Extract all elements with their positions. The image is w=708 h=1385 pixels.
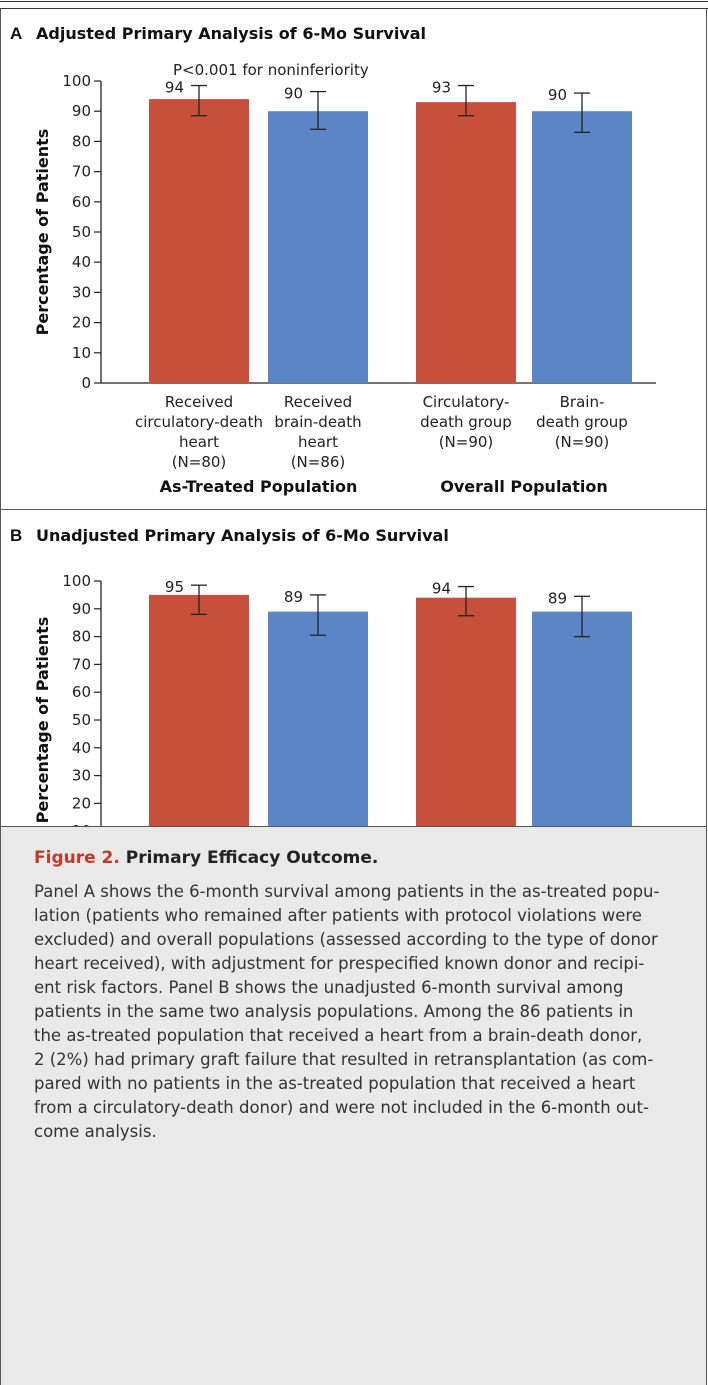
y-tick-label: 80 (72, 628, 91, 646)
category-label: Brain- (560, 393, 605, 411)
caption-line: 2 (2%) had primary graft failure that re… (34, 1050, 654, 1069)
top-rule-inner (0, 8, 708, 9)
caption-line: pared with no patients in the as-treated… (34, 1074, 636, 1093)
bar-value-label: 90 (284, 85, 303, 103)
significance-annotation: P<0.001 for noninferiority (173, 61, 369, 79)
figure-label: Figure 2. (34, 848, 120, 868)
y-tick-label: 30 (72, 283, 91, 301)
caption-line: come analysis. (34, 1122, 157, 1141)
y-tick-label: 20 (72, 794, 91, 812)
category-label: heart (179, 433, 219, 451)
y-tick-label: 20 (72, 314, 91, 332)
y-tick-label: 30 (72, 767, 91, 785)
bar-value-label: 95 (165, 578, 184, 596)
caption-line: lation (patients who remained after pati… (34, 906, 642, 925)
panel-a-chart: A Adjusted Primary Analysis of 6-Mo Survi… (10, 24, 656, 496)
caption-line: heart received), with adjustment for pre… (34, 954, 645, 973)
bar (149, 594, 249, 826)
bar (268, 611, 368, 826)
y-tick-label: 90 (72, 102, 91, 120)
top-rule (0, 1, 708, 2)
category-label: Received (165, 393, 233, 411)
y-tick-label: 60 (72, 683, 91, 701)
panel-a: A Adjusted Primary Analysis of 6-Mo Survi… (0, 9, 707, 510)
bar (268, 111, 368, 383)
figure-caption-box (0, 827, 707, 1385)
bar (149, 99, 249, 384)
bar (532, 611, 632, 826)
group-label: As-Treated Population (160, 477, 358, 496)
category-label: (N=80) (172, 453, 227, 471)
bar-value-label: 93 (432, 79, 451, 97)
category-label: heart (298, 433, 338, 451)
figure-caption-title: Figure 2. Primary Efficacy Outcome. (34, 848, 378, 868)
bar-value-label: 94 (432, 580, 451, 598)
category-label: death group (536, 413, 628, 431)
y-tick-label: 100 (62, 72, 91, 90)
chart-title: Adjusted Primary Analysis of 6-Mo Surviv… (36, 24, 426, 43)
y-tick-label: 60 (72, 193, 91, 211)
caption-line: ent risk factors. Panel B shows the unad… (34, 978, 624, 997)
y-tick-label: 100 (62, 572, 91, 590)
group-label: Overall Population (440, 477, 607, 496)
bar (416, 102, 516, 383)
category-label: Circulatory- (423, 393, 510, 411)
y-tick-label: 10 (72, 344, 91, 362)
caption-line: patients in the same two analysis popula… (34, 1002, 634, 1021)
caption-line: Panel A shows the 6-month survival among… (34, 882, 660, 901)
bar-value-label: 89 (284, 588, 303, 606)
y-tick-label: 40 (72, 253, 91, 271)
category-label: brain-death (274, 413, 361, 431)
panel-b-chart: B Unadjusted Primary Analysis of 6-Mo Sur… (10, 526, 632, 826)
y-tick-label: 10 (72, 822, 91, 826)
category-label: Received (284, 393, 352, 411)
bar (532, 111, 632, 383)
figure-caption-text: Panel A shows the 6-month survival among… (34, 880, 694, 1144)
figure-title: Primary Efficacy Outcome. (125, 848, 379, 868)
y-tick-label: 70 (72, 163, 91, 181)
y-tick-label: 90 (72, 600, 91, 618)
bar-value-label: 89 (548, 589, 567, 607)
y-tick-label: 50 (72, 223, 91, 241)
y-tick-label: 40 (72, 739, 91, 757)
caption-line: the as-treated population that received … (34, 1026, 643, 1045)
panel-letter: B (10, 526, 22, 545)
bar (416, 597, 516, 826)
panel-letter: A (10, 24, 22, 43)
bar-value-label: 90 (548, 86, 567, 104)
y-axis-label: Percentage of Patients (33, 129, 52, 336)
caption-line: from a circulatory-death donor) and were… (34, 1098, 649, 1117)
chart-title: Unadjusted Primary Analysis of 6-Mo Surv… (36, 526, 449, 545)
category-label: circulatory-death (135, 413, 263, 431)
category-label: death group (420, 413, 512, 431)
category-label: (N=86) (291, 453, 346, 471)
bar-value-label: 94 (165, 79, 184, 97)
y-tick-label: 80 (72, 132, 91, 150)
category-label: (N=90) (439, 433, 494, 451)
y-tick-label: 70 (72, 655, 91, 673)
y-axis-label: Percentage of Patients (33, 617, 52, 824)
panel-b: B Unadjusted Primary Analysis of 6-Mo Sur… (0, 510, 707, 827)
y-tick-label: 50 (72, 711, 91, 729)
y-tick-label: 0 (81, 374, 91, 392)
caption-line: excluded) and overall populations (asses… (34, 930, 658, 949)
category-label: (N=90) (555, 433, 610, 451)
